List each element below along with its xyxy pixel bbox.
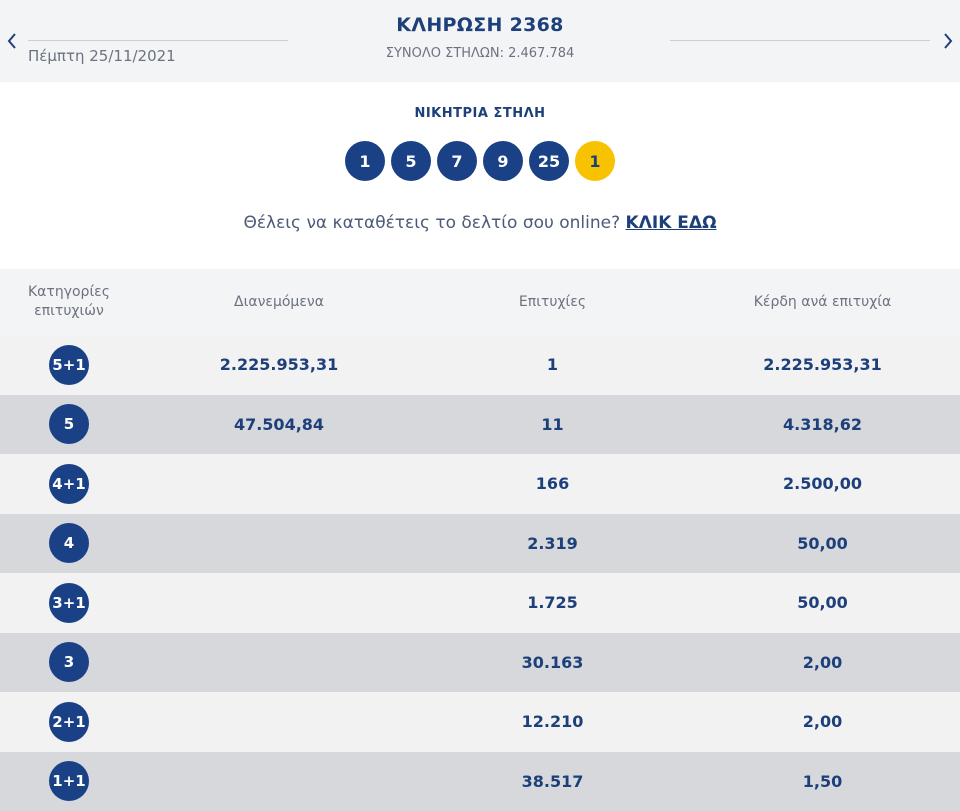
distributed-cell: 47.504,84 (138, 395, 420, 455)
winners-cell: 2.319 (420, 514, 685, 574)
total-columns: ΣΥΝΟΛΟ ΣΤΗΛΩΝ: 2.467.784 (0, 46, 960, 61)
number-ball: 5 (391, 141, 431, 181)
prize-cell: 2,00 (685, 633, 960, 693)
category-badge: 1+1 (49, 761, 89, 801)
table-row: 4 2.319 50,00 (0, 514, 960, 574)
table-row: 5+1 2.225.953,31 1 2.225.953,31 (0, 335, 960, 395)
prize-table: Κατηγορίες επιτυχιών Διανεμόμενα Επιτυχί… (0, 269, 960, 811)
category-badge: 5 (49, 404, 89, 444)
winners-cell: 166 (420, 454, 685, 514)
category-badge: 2+1 (49, 702, 89, 742)
header-category: Κατηγορίες επιτυχιών (0, 269, 138, 335)
number-ball: 9 (483, 141, 523, 181)
winners-cell: 38.517 (420, 752, 685, 811)
prize-cell: 50,00 (685, 573, 960, 633)
table-row: 2+1 12.210 2,00 (0, 692, 960, 752)
number-ball: 7 (437, 141, 477, 181)
table-row: 3+1 1.725 50,00 (0, 573, 960, 633)
table-row: 4+1 166 2.500,00 (0, 454, 960, 514)
divider (670, 40, 930, 41)
winners-cell: 11 (420, 395, 685, 455)
header-prize: Κέρδη ανά επιτυχία (685, 269, 960, 335)
prize-cell: 2,00 (685, 692, 960, 752)
category-badge: 5+1 (49, 345, 89, 385)
prize-cell: 2.500,00 (685, 454, 960, 514)
table-row: 5 47.504,84 11 4.318,62 (0, 395, 960, 455)
prize-cell: 1,50 (685, 752, 960, 811)
category-badge: 4 (49, 523, 89, 563)
header-distributed: Διανεμόμενα (138, 269, 420, 335)
winners-cell: 1 (420, 335, 685, 395)
number-ball: 25 (529, 141, 569, 181)
click-here-link[interactable]: ΚΛΙΚ ΕΔΩ (626, 213, 717, 233)
divider (28, 40, 288, 41)
distributed-cell (138, 514, 420, 574)
winners-cell: 30.163 (420, 633, 685, 693)
chevron-right-icon[interactable] (936, 26, 960, 56)
cta-text: Θέλεις να καταθέτεις το δελτίο σου onlin… (243, 213, 620, 233)
winners-cell: 12.210 (420, 692, 685, 752)
number-ball: 1 (345, 141, 385, 181)
bonus-ball: 1 (575, 141, 615, 181)
online-cta: Θέλεις να καταθέτεις το δελτίο σου onlin… (0, 213, 960, 233)
draw-header: Πέμπτη 25/11/2021 ΚΛΗΡΩΣΗ 2368 ΣΥΝΟΛΟ ΣΤ… (0, 0, 960, 82)
table-row: 1+1 38.517 1,50 (0, 752, 960, 811)
prize-cell: 50,00 (685, 514, 960, 574)
prize-cell: 4.318,62 (685, 395, 960, 455)
distributed-cell (138, 454, 420, 514)
prize-cell: 2.225.953,31 (685, 335, 960, 395)
category-badge: 4+1 (49, 464, 89, 504)
distributed-cell: 2.225.953,31 (138, 335, 420, 395)
distributed-cell (138, 692, 420, 752)
header-winners: Επιτυχίες (420, 269, 685, 335)
distributed-cell (138, 752, 420, 811)
winning-label: ΝΙΚΗΤΡΙΑ ΣΤΗΛΗ (0, 106, 960, 121)
category-badge: 3 (49, 642, 89, 682)
table-header-row: Κατηγορίες επιτυχιών Διανεμόμενα Επιτυχί… (0, 269, 960, 335)
winning-section: ΝΙΚΗΤΡΙΑ ΣΤΗΛΗ 1 5 7 9 25 1 Θέλεις να κα… (0, 82, 960, 269)
winners-cell: 1.725 (420, 573, 685, 633)
distributed-cell (138, 633, 420, 693)
draw-title: ΚΛΗΡΩΣΗ 2368 (0, 14, 960, 36)
category-badge: 3+1 (49, 583, 89, 623)
winning-numbers: 1 5 7 9 25 1 (0, 141, 960, 181)
distributed-cell (138, 573, 420, 633)
table-row: 3 30.163 2,00 (0, 633, 960, 693)
